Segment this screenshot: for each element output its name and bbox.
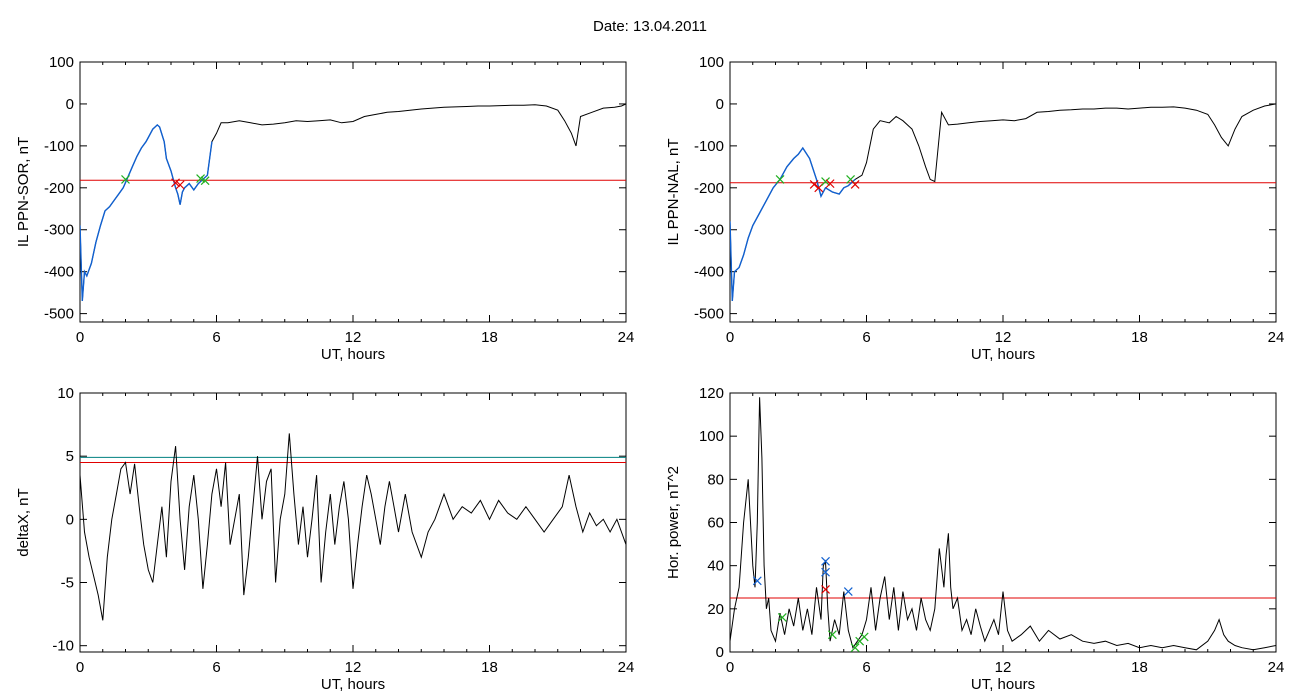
y-tick-label: 80 xyxy=(707,471,724,488)
event-marker xyxy=(775,174,785,184)
x-tick-label: 12 xyxy=(345,659,362,676)
x-tick-label: 24 xyxy=(1268,329,1285,346)
x-tick-label: 12 xyxy=(345,329,362,346)
panel-il-sor: 0 6 12 18 24 -500 -400 -300 -200 -100 0 100 UT, hour… xyxy=(15,54,634,363)
x-tick-label: 18 xyxy=(481,659,498,676)
plot-frame xyxy=(729,392,1277,653)
x-tick-label: 18 xyxy=(1131,329,1148,346)
y-tick-label: 0 xyxy=(66,96,74,113)
plot-frame xyxy=(79,61,627,323)
x-tick-label: 12 xyxy=(995,329,1012,346)
x-tick-label: 6 xyxy=(862,659,870,676)
series-highlight xyxy=(80,123,213,302)
event-marker xyxy=(821,177,830,186)
x-tick-label: 24 xyxy=(1268,659,1285,676)
y-tick-label: 0 xyxy=(716,96,724,113)
y-tick-label: -100 xyxy=(694,138,724,155)
y-tick-label: 100 xyxy=(699,54,724,71)
x-axis-label: UT, hours xyxy=(321,346,385,363)
y-tick-label: -5 xyxy=(61,575,74,592)
y-axis-label: IL PPN-SOR, nT xyxy=(15,137,32,247)
event-marker xyxy=(859,632,869,642)
x-tick-label: 6 xyxy=(212,329,220,346)
y-tick-label: -200 xyxy=(694,180,724,197)
event-marker xyxy=(196,174,205,184)
plot-area xyxy=(730,103,1276,302)
y-tick-label: -300 xyxy=(694,222,724,239)
event-marker xyxy=(825,179,835,189)
event-marker xyxy=(821,556,830,566)
y-tick-label: 10 xyxy=(57,385,74,402)
y-tick-label: -500 xyxy=(44,306,74,323)
x-tick-label: 0 xyxy=(76,329,84,346)
plot-area xyxy=(80,103,626,302)
y-axis-label: deltaX, nT xyxy=(15,488,32,556)
y-tick-label: 0 xyxy=(66,511,74,528)
y-tick-label: 0 xyxy=(716,644,724,661)
x-tick-label: 6 xyxy=(862,329,870,346)
figure-title: Date: 13.04.2011 xyxy=(593,18,707,35)
x-tick-label: 6 xyxy=(212,659,220,676)
event-marker xyxy=(121,174,130,184)
y-tick-label: 20 xyxy=(707,601,724,618)
x-axis-label: UT, hours xyxy=(971,676,1035,693)
y-tick-label: 100 xyxy=(49,54,74,71)
x-tick-label: 18 xyxy=(1131,659,1148,676)
y-axis-label: Hor. power, nT^2 xyxy=(665,466,682,579)
x-tick-label: 0 xyxy=(76,659,84,676)
event-marker xyxy=(850,643,860,652)
y-tick-label: -400 xyxy=(694,264,724,281)
event-marker xyxy=(171,178,180,188)
x-axis-label: UT, hours xyxy=(971,346,1035,363)
y-tick-label: 40 xyxy=(707,558,724,575)
y-tick-label: 100 xyxy=(699,428,724,445)
y-tick-label: -400 xyxy=(44,264,74,281)
y-tick-label: -300 xyxy=(44,222,74,239)
event-marker xyxy=(777,613,787,622)
event-marker xyxy=(843,587,853,596)
y-tick-label: -100 xyxy=(44,138,74,155)
plot-area xyxy=(80,433,626,621)
event-marker xyxy=(850,180,860,189)
event-marker xyxy=(821,567,830,577)
event-marker xyxy=(175,180,185,190)
panel-deltax: 0 6 12 18 24 -10 -5 0 5 10 UT, hours deltaX, nT xyxy=(15,385,634,693)
x-tick-label: 0 xyxy=(726,659,734,676)
event-marker xyxy=(752,576,762,586)
y-tick-label: -10 xyxy=(52,638,74,655)
x-tick-label: 18 xyxy=(481,329,498,346)
x-axis-label: UT, hours xyxy=(321,676,385,693)
plot-frame xyxy=(729,61,1277,323)
panel-il-nal: 0 6 12 18 24 -500 -400 -300 -200 -100 0 100 UT, hour… xyxy=(665,54,1284,363)
series-highlight xyxy=(730,146,856,302)
x-tick-label: 24 xyxy=(618,659,635,676)
panel-hor-power: 0 6 12 18 24 0 20 40 60 80 100 120 UT, hours Hor. pow… xyxy=(665,385,1284,693)
series-line xyxy=(730,397,1276,651)
x-tick-label: 24 xyxy=(618,329,635,346)
plot-area xyxy=(730,397,1276,652)
y-tick-label: 60 xyxy=(707,515,724,532)
plot-frame xyxy=(79,392,627,653)
y-tick-label: -200 xyxy=(44,180,74,197)
event-marker xyxy=(200,176,210,186)
y-tick-label: -500 xyxy=(694,306,724,323)
x-tick-label: 12 xyxy=(995,659,1012,676)
y-axis-label: IL PPN-NAL, nT xyxy=(665,139,682,246)
series-line xyxy=(730,103,1276,302)
event-marker xyxy=(821,584,830,594)
y-tick-label: 120 xyxy=(699,385,724,402)
series-line xyxy=(80,433,626,621)
y-tick-label: 5 xyxy=(66,448,74,465)
x-tick-label: 0 xyxy=(726,329,734,346)
event-marker xyxy=(827,630,837,640)
event-marker xyxy=(809,180,819,189)
